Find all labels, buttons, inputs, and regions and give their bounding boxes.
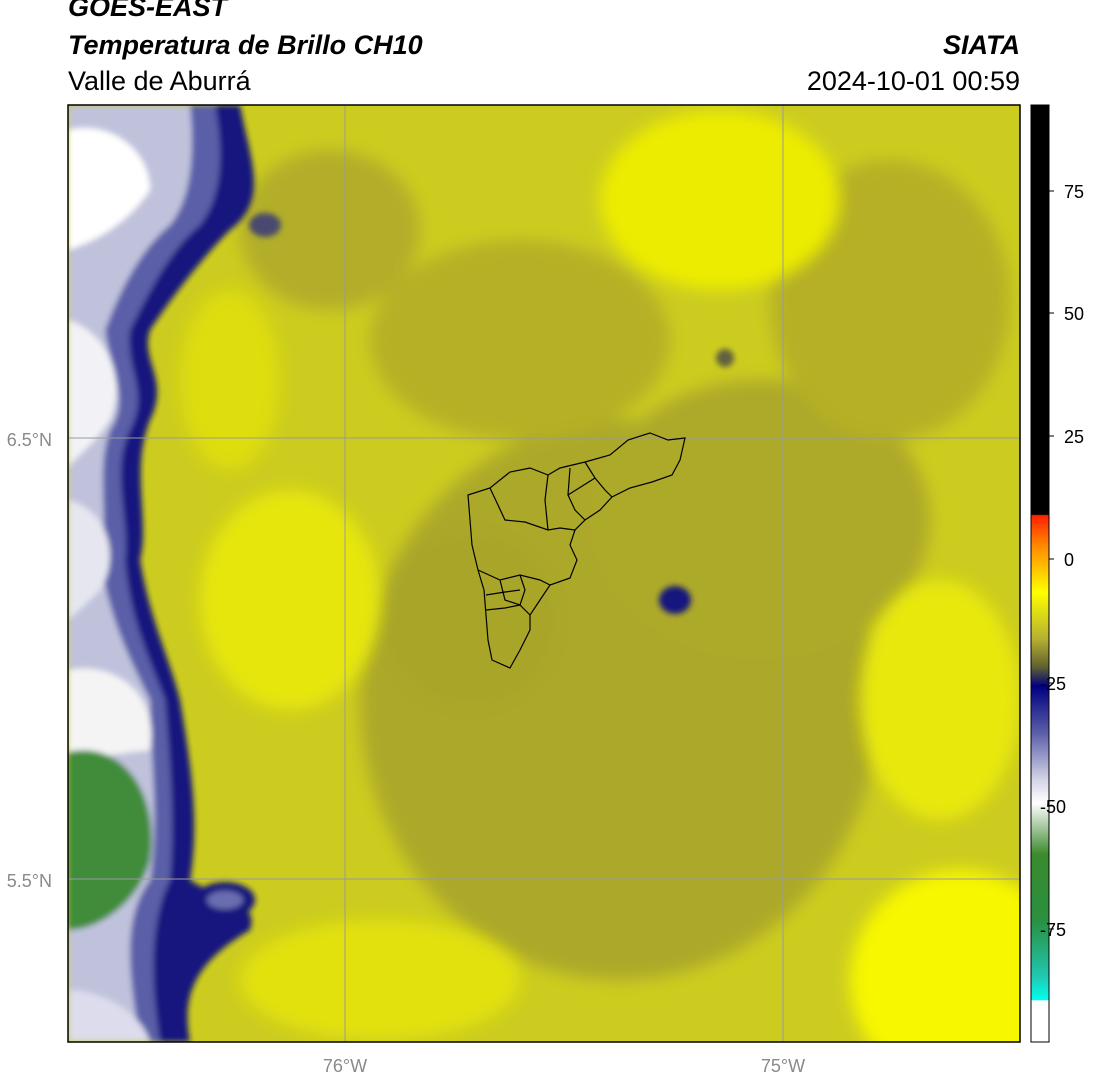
lat-label-6-5n: 6.5°N (7, 430, 52, 450)
colorbar-ticks: 75 50 25 0 -25 -50 -75 (1040, 182, 1084, 940)
satellite-title: GOES-EAST (68, 0, 228, 22)
colorbar-tick-50: 50 (1064, 304, 1084, 324)
municipal-boundaries (467, 432, 686, 669)
graticule (68, 105, 1020, 1042)
map-frame (67, 104, 1021, 1043)
lat-label-5-5n: 5.5°N (7, 871, 52, 891)
region-subtitle: Valle de Aburrá (68, 66, 251, 96)
colorbar (1030, 104, 1050, 1043)
cloud-band (68, 105, 255, 1042)
colorbar-tick-25: 25 (1064, 427, 1084, 447)
colorbar-tick-neg25: -25 (1040, 674, 1066, 694)
colorbar-tick-75: 75 (1064, 182, 1084, 202)
colorbar-tick-neg50: -50 (1040, 797, 1066, 817)
colorbar-tick-0: 0 (1064, 550, 1074, 570)
brightness-temperature-field (68, 105, 1020, 1042)
colorbar-tick-neg75: -75 (1040, 920, 1066, 940)
lon-label-75w: 75°W (761, 1056, 805, 1076)
product-title: Temperatura de Brillo CH10 (68, 30, 423, 60)
organization-label: SIATA (943, 30, 1020, 60)
datetime-label: 2024-10-01 00:59 (806, 66, 1020, 96)
lon-label-76w: 76°W (323, 1056, 367, 1076)
